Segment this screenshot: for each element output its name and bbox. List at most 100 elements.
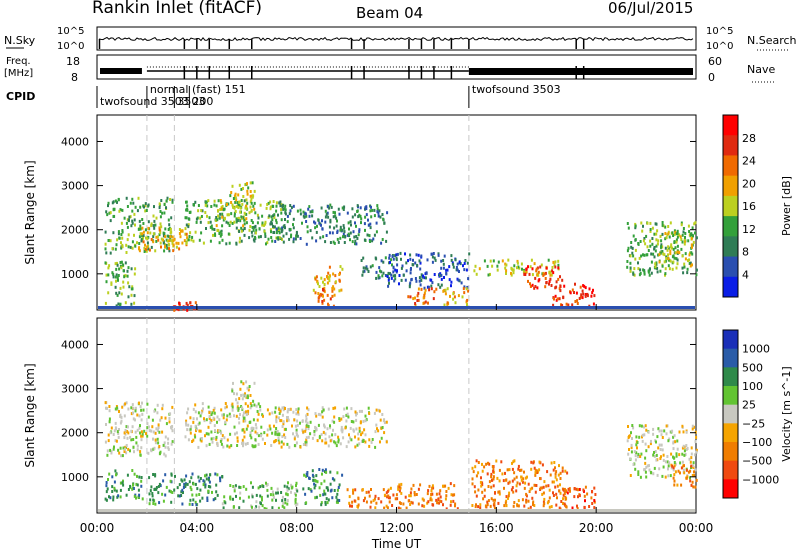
data-cell bbox=[689, 233, 692, 237]
data-cell bbox=[208, 411, 211, 415]
data-cell bbox=[584, 286, 587, 290]
colorbar-swatch bbox=[723, 404, 738, 424]
data-cell bbox=[325, 213, 328, 216]
colorbar-swatch bbox=[723, 330, 738, 350]
data-cell bbox=[356, 504, 359, 508]
data-cell bbox=[211, 440, 214, 444]
data-cell bbox=[515, 484, 518, 488]
data-cell bbox=[387, 276, 390, 280]
data-cell bbox=[265, 481, 267, 485]
data-cell bbox=[671, 464, 674, 468]
data-cell bbox=[554, 466, 556, 470]
data-cell bbox=[152, 498, 155, 502]
data-cell bbox=[151, 425, 154, 429]
data-cell bbox=[355, 235, 358, 238]
data-cell bbox=[302, 210, 305, 214]
data-cell bbox=[436, 501, 439, 505]
colorbar-frame bbox=[722, 329, 739, 499]
data-cell bbox=[163, 249, 166, 253]
data-cell bbox=[315, 495, 318, 499]
data-cell bbox=[583, 494, 586, 498]
data-cell bbox=[503, 486, 505, 490]
data-cell bbox=[337, 440, 340, 444]
data-cell bbox=[414, 277, 417, 280]
colorbar-swatch bbox=[723, 386, 738, 406]
data-cell bbox=[390, 276, 393, 280]
data-cell bbox=[693, 470, 695, 474]
data-cell bbox=[269, 427, 272, 431]
data-cell bbox=[165, 485, 168, 489]
x-tick-label: 12:00 bbox=[379, 521, 414, 535]
data-cell bbox=[454, 301, 457, 305]
data-cell bbox=[230, 201, 233, 204]
data-patch bbox=[442, 287, 470, 307]
data-cell bbox=[496, 264, 499, 268]
data-cell bbox=[111, 475, 114, 479]
data-cell bbox=[207, 485, 210, 488]
data-cell bbox=[197, 204, 200, 207]
data-cell bbox=[367, 218, 369, 222]
data-cell bbox=[266, 408, 269, 412]
data-cell bbox=[381, 238, 384, 241]
data-cell bbox=[477, 461, 480, 464]
data-cell bbox=[326, 486, 329, 490]
data-cell bbox=[505, 272, 507, 275]
data-cell bbox=[527, 499, 530, 503]
data-cell bbox=[360, 439, 363, 443]
data-cell bbox=[667, 245, 670, 249]
data-cell bbox=[130, 293, 133, 297]
data-cell bbox=[631, 437, 633, 440]
data-cell bbox=[649, 229, 652, 233]
colorbar-tick-label: 20 bbox=[742, 177, 756, 190]
data-cell bbox=[581, 296, 584, 300]
data-cell bbox=[118, 209, 121, 213]
data-cell bbox=[379, 440, 381, 444]
data-cell bbox=[123, 431, 126, 435]
data-cell bbox=[197, 445, 200, 449]
data-cell bbox=[505, 263, 508, 267]
plot-title: Rankin Inlet (fitACF) bbox=[92, 0, 262, 18]
data-cell bbox=[315, 479, 318, 483]
x-tick-label: 20:00 bbox=[579, 521, 614, 535]
data-cell bbox=[383, 493, 386, 497]
x-tick-label: 00:00 bbox=[80, 521, 115, 535]
data-cell bbox=[161, 403, 164, 407]
data-cell bbox=[283, 224, 286, 228]
data-cell bbox=[694, 468, 697, 472]
data-cell bbox=[323, 278, 326, 282]
data-cell bbox=[218, 429, 221, 433]
data-cell bbox=[107, 266, 110, 270]
data-cell bbox=[271, 431, 274, 435]
data-cell bbox=[207, 432, 210, 436]
data-cell bbox=[167, 441, 170, 445]
data-cell bbox=[288, 237, 291, 241]
data-cell bbox=[375, 408, 378, 412]
data-cell bbox=[634, 226, 637, 230]
data-cell bbox=[122, 280, 125, 284]
data-cell bbox=[273, 424, 275, 428]
data-cell bbox=[387, 284, 390, 288]
data-cell bbox=[634, 458, 637, 462]
colorbar-swatch bbox=[723, 195, 738, 217]
data-cell bbox=[126, 425, 129, 429]
data-cell bbox=[163, 211, 166, 215]
data-cell bbox=[192, 407, 195, 411]
data-cell bbox=[516, 481, 519, 485]
data-cell bbox=[159, 222, 162, 226]
data-cell bbox=[277, 226, 280, 230]
data-cell bbox=[689, 469, 692, 473]
data-cell bbox=[243, 199, 246, 203]
data-cell bbox=[207, 221, 210, 225]
data-cell bbox=[531, 283, 534, 287]
data-cell bbox=[542, 485, 545, 489]
data-cell bbox=[332, 240, 335, 244]
data-cell bbox=[486, 503, 489, 507]
data-cell bbox=[126, 205, 129, 208]
colorbar-tick-label: −500 bbox=[742, 455, 772, 468]
data-cell bbox=[552, 480, 555, 484]
data-cell bbox=[152, 473, 155, 476]
data-cell bbox=[362, 499, 365, 503]
data-cell bbox=[275, 221, 278, 225]
data-cell bbox=[453, 295, 456, 299]
data-cell bbox=[351, 207, 354, 211]
